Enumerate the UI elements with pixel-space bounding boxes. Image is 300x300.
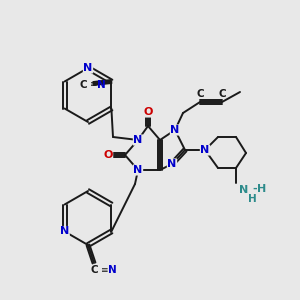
Text: N: N — [200, 145, 210, 155]
Text: O: O — [143, 107, 153, 117]
Text: -: - — [252, 184, 256, 194]
Text: N: N — [83, 63, 93, 73]
Text: N: N — [134, 135, 142, 145]
Text: O: O — [103, 150, 113, 160]
Text: C: C — [90, 265, 98, 275]
Text: N: N — [108, 265, 117, 275]
Text: H: H — [257, 184, 266, 194]
Text: N: N — [98, 80, 106, 89]
Text: ≡: ≡ — [100, 266, 107, 274]
Text: H: H — [248, 194, 256, 204]
Text: N: N — [239, 185, 249, 195]
Text: C: C — [196, 89, 204, 99]
Text: N: N — [134, 165, 142, 175]
Text: N: N — [60, 226, 69, 236]
Text: C: C — [218, 89, 226, 99]
Text: ≡: ≡ — [89, 80, 97, 89]
Text: C: C — [80, 80, 87, 89]
Text: N: N — [170, 125, 180, 135]
Text: N: N — [167, 159, 177, 169]
